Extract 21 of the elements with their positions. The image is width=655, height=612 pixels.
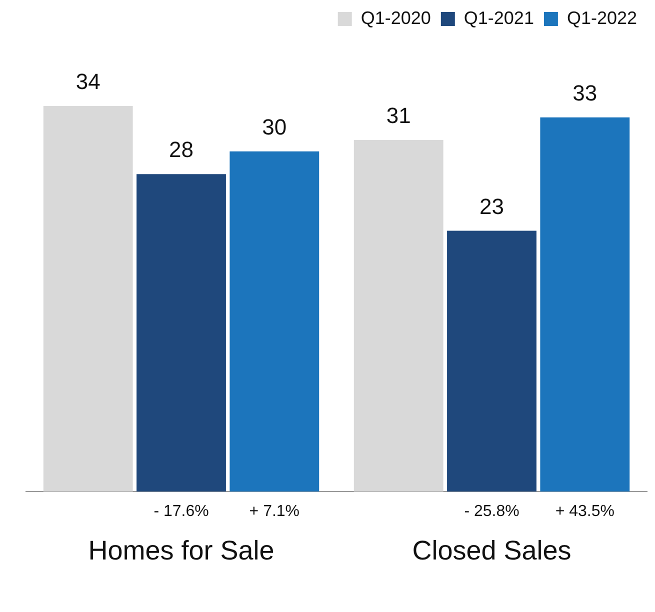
- legend-label: Q1-2021: [464, 8, 534, 28]
- bar: [447, 230, 536, 492]
- bar: [136, 174, 226, 492]
- bar: [43, 106, 133, 492]
- text: - 17.6%: [154, 503, 209, 520]
- legend-label: Q1-2022: [566, 8, 638, 28]
- text: - 25.8%: [464, 503, 520, 520]
- legend-label: Q1-2020: [360, 8, 431, 28]
- data-label: 23: [480, 194, 504, 219]
- data-label: 30: [262, 114, 287, 140]
- data-label: 28: [169, 137, 194, 162]
- x-tick-label: Closed Sales: [412, 535, 572, 566]
- x-tick-label: Homes for Sale: [88, 535, 274, 566]
- data-label: 33: [572, 80, 598, 106]
- text: + 43.5%: [555, 503, 614, 520]
- bar: [354, 140, 444, 492]
- text: + 7.1%: [249, 503, 300, 520]
- bar: [540, 117, 630, 492]
- data-label: 34: [76, 69, 100, 94]
- bar: [230, 151, 320, 492]
- data-label: 31: [386, 103, 411, 128]
